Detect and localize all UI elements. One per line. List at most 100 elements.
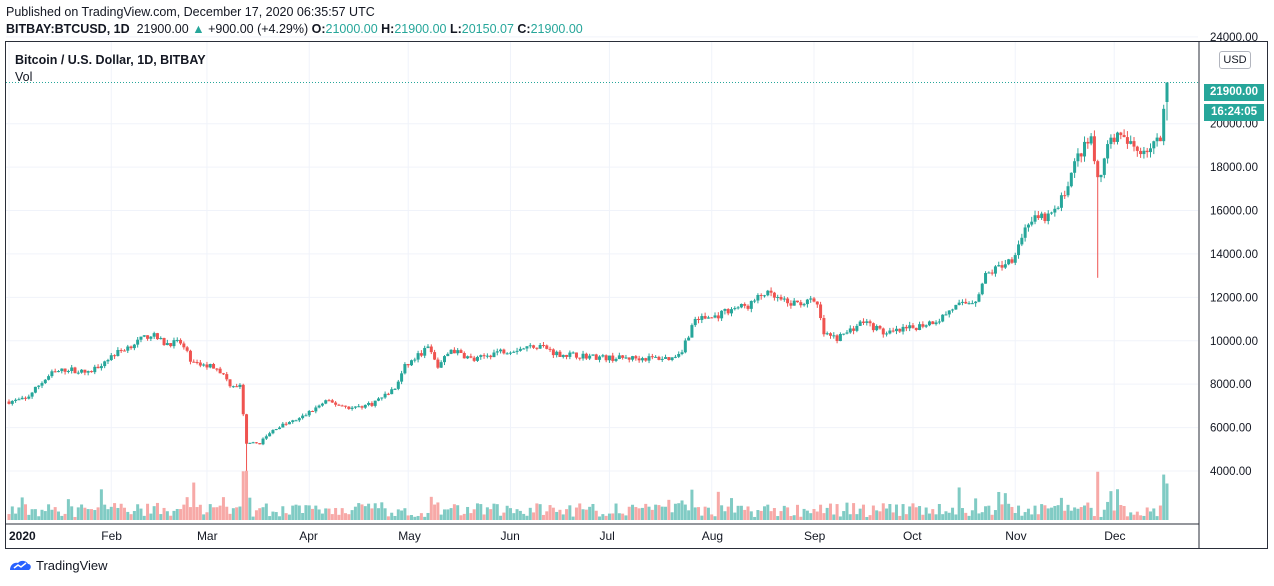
candle-body <box>921 324 925 327</box>
volume-bar <box>545 511 549 520</box>
candle-body <box>858 321 862 326</box>
candle-body <box>558 351 562 357</box>
candle-body <box>139 336 143 340</box>
candle-body <box>416 353 420 360</box>
volume-bar <box>1109 491 1113 520</box>
volume-bar <box>80 504 84 520</box>
volume-bar <box>439 514 443 520</box>
candle-body <box>584 353 588 359</box>
candle-body <box>337 404 341 406</box>
candle-body <box>730 309 734 314</box>
volume-bar <box>508 508 512 520</box>
candle-body <box>934 322 938 325</box>
volume-bar <box>1162 474 1166 520</box>
candle-body <box>499 349 503 352</box>
candle-body <box>307 410 311 416</box>
volume-bar <box>716 491 720 520</box>
candle-body <box>607 355 611 361</box>
candle-body <box>1020 237 1024 245</box>
volume-bar <box>951 507 955 520</box>
volume-bar <box>221 497 225 520</box>
volume-bar <box>792 515 796 520</box>
volume-bar <box>706 507 710 520</box>
volume-bar <box>937 504 941 520</box>
candle-body <box>898 328 902 332</box>
volume-bar <box>924 507 928 520</box>
candle-body <box>1030 221 1034 225</box>
volume-bar <box>426 512 430 520</box>
volume-bar <box>875 510 879 520</box>
volume-bar <box>894 504 898 520</box>
candle-body <box>281 423 285 428</box>
volume-bar <box>228 513 232 520</box>
candle-body <box>1003 264 1007 268</box>
candle-body <box>261 438 265 445</box>
volume-bar <box>835 504 839 520</box>
volume-bar <box>93 510 97 520</box>
candle-body <box>433 352 437 360</box>
volume-bar <box>149 513 153 520</box>
volume-bar <box>373 503 377 520</box>
volume-bar <box>307 505 311 520</box>
candle-body <box>660 358 664 360</box>
candle-body <box>551 349 555 356</box>
volume-bar <box>898 515 902 520</box>
volume-bar <box>393 515 397 520</box>
candle-body <box>439 362 443 368</box>
volume-bar <box>495 504 499 520</box>
candle-body <box>693 318 697 326</box>
volume-bar <box>179 509 183 520</box>
candle-body <box>723 309 727 311</box>
candle-body <box>264 436 268 439</box>
volume-bar <box>202 514 206 520</box>
volume-bar <box>980 512 984 520</box>
low-label: L: <box>449 22 462 36</box>
volume-bar <box>1023 512 1027 520</box>
volume-bar <box>772 508 776 520</box>
candle-body <box>1056 207 1060 209</box>
volume-bar <box>584 509 588 520</box>
volume-bar <box>700 515 704 520</box>
candle-body <box>278 427 282 430</box>
volume-bar <box>611 513 615 520</box>
candle-body <box>611 355 615 361</box>
volume-bar <box>733 512 737 520</box>
candle-body <box>786 298 790 304</box>
candle-body <box>182 343 186 348</box>
volume-bar <box>512 513 516 520</box>
candle-body <box>419 353 423 356</box>
y-tick-label: 20000.00 <box>1210 119 1258 131</box>
volume-bar <box>116 507 120 520</box>
candle-body <box>647 356 651 361</box>
currency-button[interactable]: USD <box>1219 51 1251 69</box>
volume-bar <box>644 503 648 520</box>
candle-body <box>868 321 872 324</box>
candle-body <box>954 304 958 310</box>
volume-bar <box>106 509 110 520</box>
volume-bar <box>30 509 34 520</box>
volume-bar <box>357 503 361 520</box>
volume-bar <box>1079 507 1083 520</box>
candle-body <box>136 339 140 345</box>
x-tick-label: Feb <box>101 529 122 543</box>
volume-bar <box>944 511 948 520</box>
candle-body <box>109 355 113 361</box>
candle-body <box>548 348 552 350</box>
footer-brand[interactable]: TradingView <box>8 558 108 573</box>
candle-body <box>475 356 479 361</box>
volume-bar <box>40 509 44 520</box>
volume-bar <box>192 482 196 520</box>
candle-body <box>937 321 941 323</box>
volume-bar <box>1149 511 1153 520</box>
candle-body <box>1010 259 1014 263</box>
volume-bar <box>198 504 202 520</box>
candle-body <box>413 359 417 361</box>
candle-body <box>545 345 549 349</box>
volume-bar <box>977 513 981 520</box>
symbol-label: BITBAY:BTCUSD, 1D <box>6 22 130 36</box>
volume-bar <box>541 514 545 520</box>
volume-bar <box>320 513 324 520</box>
volume-bar <box>492 503 496 520</box>
volume-bar <box>601 514 605 520</box>
